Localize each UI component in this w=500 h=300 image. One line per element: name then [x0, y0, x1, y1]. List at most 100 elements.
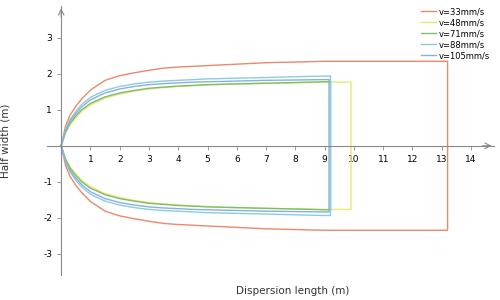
v=48mm/s — [67, 123, 73, 127]
v=105mm/s — [78, 183, 84, 186]
v=33mm/s — [234, 62, 240, 66]
v=33mm/s — [62, 124, 68, 128]
v=71mm/s — [58, 144, 64, 148]
v=71mm/s — [176, 204, 182, 207]
v=71mm/s — [160, 202, 166, 206]
v=33mm/s — [292, 228, 298, 231]
v=105mm/s — [67, 119, 73, 123]
v=71mm/s — [146, 202, 152, 205]
v=105mm/s — [78, 105, 84, 109]
v=88mm/s — [102, 199, 108, 203]
v=48mm/s — [234, 82, 240, 86]
v=105mm/s — [102, 91, 108, 95]
v=105mm/s — [326, 78, 332, 81]
v=71mm/s — [292, 207, 298, 211]
v=48mm/s — [292, 81, 298, 85]
v=48mm/s — [146, 201, 152, 204]
v=33mm/s — [263, 61, 269, 64]
v=71mm/s — [78, 180, 84, 184]
v=88mm/s — [328, 74, 334, 78]
Line: v=105mm/s: v=105mm/s — [61, 80, 329, 212]
v=33mm/s — [322, 59, 328, 63]
v=33mm/s — [176, 65, 182, 69]
v=71mm/s — [292, 81, 298, 84]
v=105mm/s — [73, 176, 79, 180]
v=71mm/s — [176, 84, 182, 88]
v=71mm/s — [67, 166, 73, 170]
v=71mm/s — [322, 80, 328, 84]
v=71mm/s — [234, 206, 240, 209]
v=33mm/s — [116, 214, 122, 218]
v=48mm/s — [348, 208, 354, 211]
v=48mm/s — [190, 84, 196, 88]
v=105mm/s — [62, 159, 68, 163]
v=48mm/s — [62, 131, 68, 135]
v=48mm/s — [102, 96, 108, 100]
v=33mm/s — [67, 113, 73, 117]
v=88mm/s — [328, 214, 334, 217]
v=105mm/s — [176, 81, 182, 85]
v=48mm/s — [292, 207, 298, 211]
v=71mm/s — [102, 95, 108, 99]
v=48mm/s — [73, 116, 79, 119]
v=88mm/s — [102, 88, 108, 92]
v=33mm/s — [132, 71, 138, 75]
v=48mm/s — [116, 196, 122, 199]
v=33mm/s — [78, 191, 84, 194]
v=71mm/s — [73, 114, 79, 118]
v=88mm/s — [322, 74, 328, 78]
v=105mm/s — [326, 210, 332, 214]
v=48mm/s — [132, 89, 138, 93]
v=33mm/s — [190, 224, 196, 227]
v=105mm/s — [292, 78, 298, 82]
v=48mm/s — [58, 144, 64, 148]
v=48mm/s — [102, 192, 108, 195]
v=105mm/s — [88, 98, 94, 102]
v=33mm/s — [292, 60, 298, 64]
v=88mm/s — [73, 178, 79, 182]
v=48mm/s — [219, 82, 225, 86]
v=33mm/s — [263, 227, 269, 231]
v=48mm/s — [248, 82, 254, 85]
v=88mm/s — [78, 185, 84, 189]
v=88mm/s — [116, 85, 122, 88]
v=88mm/s — [176, 79, 182, 82]
v=105mm/s — [160, 206, 166, 210]
v=48mm/s — [58, 144, 64, 148]
v=71mm/s — [73, 174, 79, 177]
v=71mm/s — [234, 82, 240, 86]
v=105mm/s — [132, 85, 138, 88]
v=88mm/s — [160, 209, 166, 212]
v=88mm/s — [58, 144, 64, 148]
v=33mm/s — [204, 224, 210, 228]
v=48mm/s — [88, 103, 94, 106]
v=48mm/s — [322, 208, 328, 211]
v=33mm/s — [444, 229, 450, 232]
v=71mm/s — [78, 108, 84, 112]
v=88mm/s — [73, 110, 79, 113]
v=48mm/s — [190, 204, 196, 208]
v=105mm/s — [58, 144, 64, 148]
v=71mm/s — [62, 158, 68, 161]
v=88mm/s — [67, 118, 73, 122]
v=88mm/s — [234, 212, 240, 215]
v=33mm/s — [73, 104, 79, 108]
v=71mm/s — [190, 84, 196, 87]
v=71mm/s — [328, 80, 334, 84]
v=48mm/s — [160, 86, 166, 89]
Line: v=48mm/s: v=48mm/s — [61, 82, 351, 209]
v=71mm/s — [204, 83, 210, 86]
v=88mm/s — [204, 211, 210, 214]
v=71mm/s — [88, 186, 94, 190]
v=88mm/s — [88, 95, 94, 99]
v=105mm/s — [116, 201, 122, 204]
v=33mm/s — [58, 144, 64, 148]
v=33mm/s — [67, 175, 73, 178]
v=48mm/s — [160, 202, 166, 206]
v=71mm/s — [263, 206, 269, 210]
v=33mm/s — [160, 222, 166, 225]
v=71mm/s — [190, 204, 196, 208]
v=88mm/s — [328, 74, 334, 78]
v=88mm/s — [292, 213, 298, 217]
v=105mm/s — [102, 197, 108, 200]
